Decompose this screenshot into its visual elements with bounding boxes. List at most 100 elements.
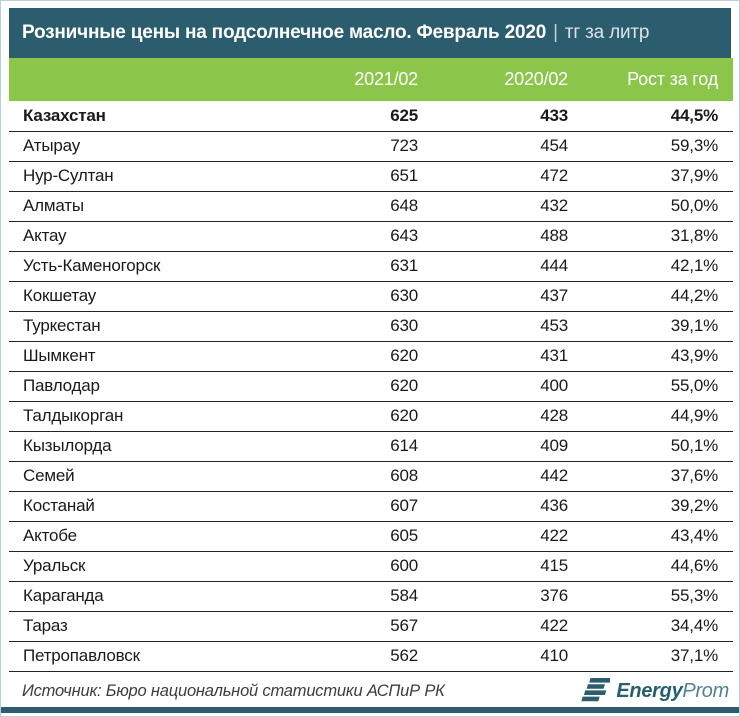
table-row: Актобе 605 422 43,4%: [9, 521, 733, 552]
growth-cell: 44,9%: [583, 401, 733, 432]
region-cell: Шымкент: [9, 341, 283, 372]
table-row: Тараз 567 422 34,4%: [9, 611, 733, 642]
table-row: Уральск 600 415 44,6%: [9, 551, 733, 582]
growth-cell: 50,1%: [583, 431, 733, 462]
table-row: Туркестан 630 453 39,1%: [9, 311, 733, 342]
price-2021-02-cell: 620: [283, 341, 433, 372]
table-row: Атырау 723 454 59,3%: [9, 131, 733, 162]
growth-cell: 44,6%: [583, 551, 733, 582]
page-title: Розничные цены на подсолнечное масло. Фе…: [22, 22, 547, 43]
table-row: Шымкент 620 431 43,9%: [9, 341, 733, 372]
growth-cell: 43,4%: [583, 521, 733, 552]
growth-cell: 50,0%: [583, 191, 733, 222]
price-2020-02-cell: 453: [433, 311, 583, 342]
source-note: Источник: Бюро национальной статистики А…: [22, 681, 445, 700]
price-2021-02-cell: 723: [283, 131, 433, 162]
table-row: Нур-Султан 651 472 37,9%: [9, 161, 733, 192]
price-2020-02-cell: 376: [433, 581, 583, 612]
price-table: 2021/02 2020/02 Рост за год Казахстан 625…: [9, 58, 733, 672]
table-row: Талдыкорган 620 428 44,9%: [9, 401, 733, 432]
price-2021-02-cell: 562: [283, 641, 433, 672]
growth-cell: 37,9%: [583, 161, 733, 192]
region-cell: Кокшетау: [9, 281, 283, 312]
region-cell: Казахстан: [9, 101, 283, 132]
column-header-2021-02: 2021/02: [354, 69, 418, 89]
price-2020-02-cell: 422: [433, 521, 583, 552]
price-2020-02-cell: 488: [433, 221, 583, 252]
price-2021-02-cell: 614: [283, 431, 433, 462]
footer: Источник: Бюро национальной статистики А…: [9, 671, 731, 711]
price-2020-02-cell: 422: [433, 611, 583, 642]
price-2020-02-cell: 433: [433, 101, 583, 132]
region-cell: Атырау: [9, 131, 283, 162]
region-cell: Уральск: [9, 551, 283, 582]
energyprom-icon: [581, 677, 611, 701]
region-cell: Петропавловск: [9, 641, 283, 672]
price-2021-02-cell: 625: [283, 101, 433, 132]
price-2021-02-cell: 630: [283, 311, 433, 342]
table-row: Костанай 607 436 39,2%: [9, 491, 733, 522]
region-cell: Костанай: [9, 491, 283, 522]
growth-cell: 55,3%: [583, 581, 733, 612]
price-2020-02-cell: 437: [433, 281, 583, 312]
title-separator: |: [553, 22, 558, 43]
region-column-header: [9, 58, 283, 101]
region-cell: Семей: [9, 461, 283, 492]
region-cell: Актобе: [9, 521, 283, 552]
logo-text: EnergyProm: [616, 680, 729, 703]
growth-cell: 31,8%: [583, 221, 733, 252]
table-row: Казахстан 625 433 44,5%: [9, 101, 733, 132]
price-2020-02-cell: 410: [433, 641, 583, 672]
growth-cell: 44,5%: [583, 101, 733, 132]
price-2020-02-cell: 442: [433, 461, 583, 492]
growth-cell: 59,3%: [583, 131, 733, 162]
price-2020-02-cell: 432: [433, 191, 583, 222]
price-2021-02-cell: 600: [283, 551, 433, 582]
price-2020-02-cell: 472: [433, 161, 583, 192]
price-2021-02-cell: 631: [283, 251, 433, 282]
price-2020-02-cell: 431: [433, 341, 583, 372]
region-cell: Павлодар: [9, 371, 283, 402]
price-2021-02-cell: 620: [283, 401, 433, 432]
price-2021-02-cell: 605: [283, 521, 433, 552]
region-cell: Усть-Каменогорск: [9, 251, 283, 282]
price-2021-02-cell: 607: [283, 491, 433, 522]
price-2021-02-cell: 584: [283, 581, 433, 612]
region-cell: Актау: [9, 221, 283, 252]
growth-cell: 37,6%: [583, 461, 733, 492]
region-cell: Алматы: [9, 191, 283, 222]
price-2020-02-cell: 444: [433, 251, 583, 282]
region-cell: Туркестан: [9, 311, 283, 342]
price-2021-02-cell: 608: [283, 461, 433, 492]
price-2020-02-cell: 400: [433, 371, 583, 402]
price-2021-02-cell: 630: [283, 281, 433, 312]
growth-cell: 42,1%: [583, 251, 733, 282]
region-cell: Нур-Султан: [9, 161, 283, 192]
price-2021-02-cell: 620: [283, 371, 433, 402]
table-body: Казахстан 625 433 44,5% Атырау 723 454 59,3% Нур…: [9, 101, 733, 672]
growth-cell: 43,9%: [583, 341, 733, 372]
logo-text-energy: Energy: [616, 679, 683, 702]
energyprom-logo: EnergyProm: [580, 677, 731, 705]
price-2020-02-cell: 428: [433, 401, 583, 432]
table-row: Актау 643 488 31,8%: [9, 221, 733, 252]
table-row: Семей 608 442 37,6%: [9, 461, 733, 492]
table-row: Алматы 648 432 50,0%: [9, 191, 733, 222]
growth-cell: 34,4%: [583, 611, 733, 642]
price-2020-02-cell: 409: [433, 431, 583, 462]
column-header-2020-02: 2020/02: [504, 69, 568, 89]
table-header-row: 2021/02 2020/02 Рост за год: [9, 58, 733, 101]
price-2020-02-cell: 454: [433, 131, 583, 162]
table-row: Кызылорда 614 409 50,1%: [9, 431, 733, 462]
bottom-accent-bar: [1, 707, 739, 713]
region-cell: Талдыкорган: [9, 401, 283, 432]
table-row: Павлодар 620 400 55,0%: [9, 371, 733, 402]
growth-cell: 55,0%: [583, 371, 733, 402]
growth-cell: 37,1%: [583, 641, 733, 672]
growth-cell: 44,2%: [583, 281, 733, 312]
logo-text-prom: Prom: [682, 679, 729, 702]
price-2020-02-cell: 436: [433, 491, 583, 522]
growth-cell: 39,1%: [583, 311, 733, 342]
table-row: Усть-Каменогорск 631 444 42,1%: [9, 251, 733, 282]
